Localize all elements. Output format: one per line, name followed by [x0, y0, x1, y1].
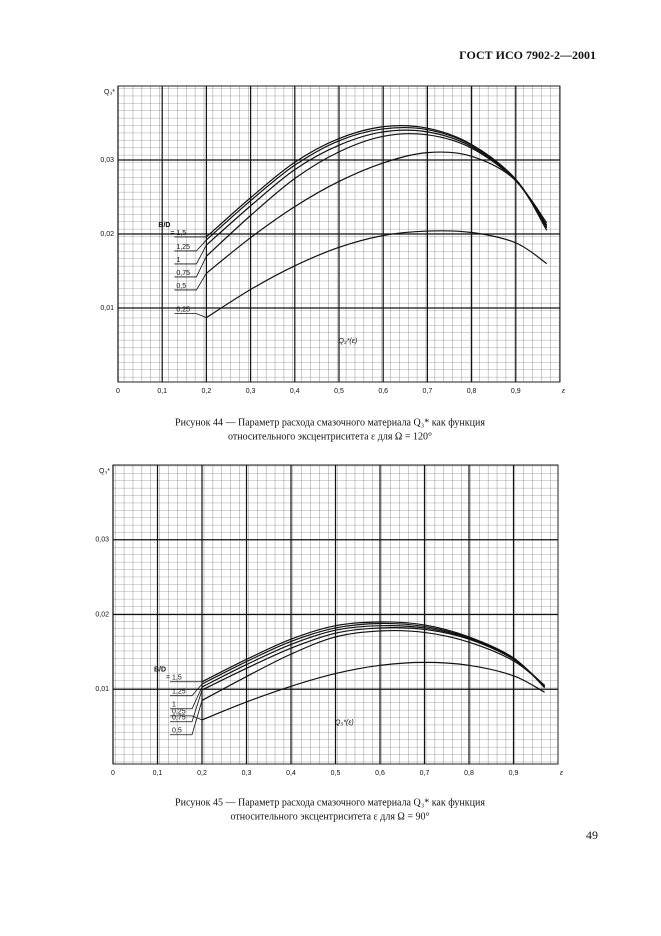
page-number: 49 — [586, 828, 598, 842]
series-label: 0,5 — [172, 728, 182, 735]
y-tick-label: 0,01 — [95, 686, 109, 693]
leader-line — [174, 239, 207, 252]
x-tick-label: 0,4 — [286, 770, 296, 777]
series-line — [201, 661, 545, 721]
x-tick-label: 0 — [111, 770, 115, 777]
x-tick-label: 0,2 — [197, 770, 207, 777]
x-tick-label: 0,6 — [375, 770, 385, 777]
x-tick-label: 0,6 — [378, 388, 388, 395]
x-axis-label: ε — [562, 388, 566, 395]
y-tick-label: 0,03 — [100, 157, 114, 164]
caption: относительного эксцентриситета ε для Ω =… — [228, 431, 432, 442]
x-tick-label: 0,8 — [467, 388, 477, 395]
leader-line — [174, 313, 207, 318]
legend-title: B/D — [158, 222, 170, 229]
y-axis-label: Q₃* — [104, 89, 115, 96]
leader-line — [174, 273, 207, 291]
x-tick-label: 0,9 — [509, 770, 519, 777]
leader-line — [174, 244, 207, 265]
x-tick-label: 0,9 — [511, 388, 521, 395]
series-line — [201, 621, 546, 689]
series-label: 1,25 — [172, 689, 186, 696]
x-tick-label: 0,5 — [331, 770, 341, 777]
series-line — [206, 230, 548, 319]
x-axis-label: ε — [560, 770, 564, 777]
leader-line — [170, 686, 203, 710]
y-tick-label: 0,02 — [95, 611, 109, 618]
legend-title: B/D — [154, 667, 166, 674]
x-tick-label: 0,7 — [420, 770, 430, 777]
y-tick-label: 0,02 — [100, 231, 114, 238]
x-tick-label: 0,1 — [153, 770, 163, 777]
curve-annotation: Q₃*(ε) — [335, 720, 354, 727]
leader-line — [170, 700, 203, 736]
leader-line — [170, 683, 203, 697]
series-label: 0,75 — [176, 270, 190, 277]
caption: Рисунок 44 — Параметр расхода смазочного… — [175, 417, 485, 428]
y-tick-label: 0,01 — [100, 305, 114, 312]
curve-annotation: Q₃*(ε) — [338, 338, 357, 345]
series-line — [206, 151, 548, 274]
y-tick-label: 0,03 — [95, 537, 109, 544]
leader-line — [174, 256, 207, 278]
series-label: = 1,5 — [166, 675, 182, 682]
header: ГОСТ ИСО 7902-2—2001 — [459, 48, 596, 62]
x-tick-label: 0,3 — [246, 388, 256, 395]
x-tick-label: 0,3 — [242, 770, 252, 777]
series-label: 1,25 — [176, 244, 190, 251]
series-label: 0,25 — [176, 306, 190, 313]
series-label: 0,75 — [172, 715, 186, 722]
series-label: = 1,5 — [170, 230, 186, 237]
x-tick-label: 0,5 — [334, 388, 344, 395]
x-tick-label: 0,8 — [464, 770, 474, 777]
series-label: 0,25 — [172, 709, 186, 716]
leader-line — [170, 689, 203, 723]
series-line — [205, 133, 548, 257]
y-axis-label: Q₃* — [99, 468, 110, 475]
x-tick-label: 0,7 — [423, 388, 433, 395]
series-line — [201, 629, 546, 701]
series-label: 1 — [176, 257, 180, 264]
caption: Рисунок 45 — Параметр расхода смазочного… — [175, 797, 485, 808]
series-label: 0,5 — [176, 283, 186, 290]
series-line — [201, 625, 546, 688]
caption: относительного эксцентриситета ε для Ω =… — [231, 811, 430, 822]
x-tick-label: 0 — [116, 388, 120, 395]
x-tick-label: 0,1 — [157, 388, 167, 395]
x-tick-label: 0,2 — [202, 388, 212, 395]
series-line — [201, 627, 546, 691]
series-line — [206, 126, 548, 241]
x-tick-label: 0,4 — [290, 388, 300, 395]
leader-line — [170, 715, 203, 721]
series-label: 1 — [172, 702, 176, 709]
